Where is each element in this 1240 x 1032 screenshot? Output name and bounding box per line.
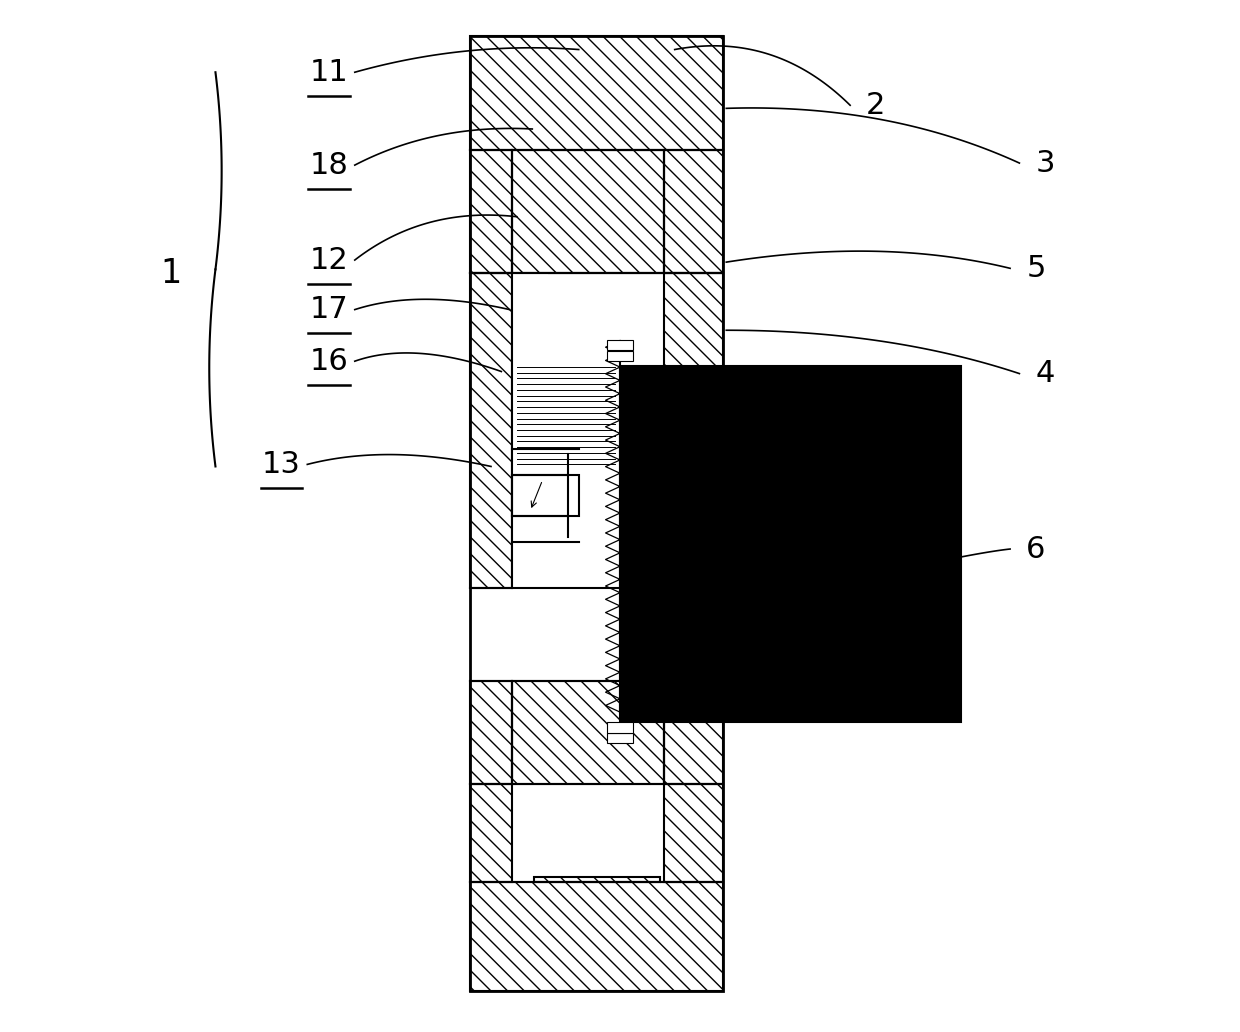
- Bar: [665, 784, 723, 882]
- Bar: [470, 882, 723, 991]
- Bar: [470, 784, 512, 882]
- Bar: [665, 273, 723, 588]
- Bar: [665, 784, 723, 882]
- Bar: [665, 784, 723, 882]
- Bar: [470, 273, 512, 588]
- Bar: [665, 150, 723, 273]
- Text: 13: 13: [262, 450, 301, 479]
- Bar: [470, 36, 723, 991]
- Bar: [665, 681, 723, 784]
- Bar: [470, 681, 512, 784]
- Bar: [512, 150, 665, 273]
- Bar: [470, 681, 512, 784]
- Bar: [512, 150, 665, 273]
- Bar: [470, 681, 512, 784]
- Bar: [665, 273, 723, 588]
- Text: 2: 2: [867, 91, 885, 120]
- Text: 18: 18: [310, 151, 348, 180]
- Bar: [470, 150, 512, 273]
- Bar: [620, 366, 961, 722]
- Text: 12: 12: [310, 246, 348, 275]
- Bar: [665, 150, 723, 273]
- Text: 16: 16: [310, 347, 348, 376]
- Bar: [606, 351, 634, 361]
- Bar: [665, 273, 723, 588]
- Bar: [512, 681, 665, 784]
- Bar: [470, 784, 512, 882]
- Bar: [470, 36, 723, 150]
- Bar: [470, 273, 512, 588]
- Bar: [470, 36, 723, 150]
- Bar: [665, 150, 723, 273]
- Bar: [606, 733, 634, 743]
- Bar: [512, 273, 548, 588]
- Bar: [470, 150, 512, 273]
- Bar: [606, 722, 634, 733]
- Bar: [606, 340, 634, 350]
- Bar: [512, 475, 579, 516]
- Text: 6: 6: [1027, 535, 1045, 563]
- Text: 11: 11: [310, 58, 348, 87]
- Bar: [512, 150, 665, 273]
- Text: 1: 1: [160, 257, 182, 290]
- Bar: [470, 882, 723, 991]
- Bar: [470, 784, 512, 882]
- Text: 4: 4: [1035, 359, 1055, 388]
- Text: 3: 3: [1035, 149, 1055, 178]
- Bar: [665, 681, 723, 784]
- Bar: [665, 681, 723, 784]
- Text: 5: 5: [1027, 254, 1045, 283]
- Bar: [512, 681, 665, 784]
- Text: 17: 17: [310, 295, 348, 324]
- Bar: [470, 882, 723, 991]
- Bar: [512, 681, 665, 784]
- Bar: [470, 36, 723, 150]
- Bar: [533, 877, 660, 882]
- Bar: [470, 150, 512, 273]
- Bar: [470, 273, 512, 588]
- Bar: [533, 877, 660, 882]
- Bar: [533, 877, 660, 882]
